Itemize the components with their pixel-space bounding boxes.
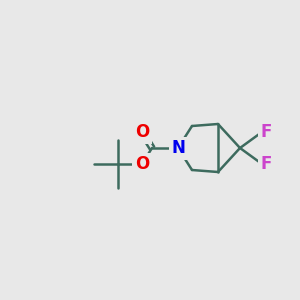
- Text: F: F: [260, 155, 272, 173]
- Text: O: O: [135, 123, 149, 141]
- Text: N: N: [171, 139, 185, 157]
- Text: O: O: [135, 155, 149, 173]
- Text: F: F: [260, 123, 272, 141]
